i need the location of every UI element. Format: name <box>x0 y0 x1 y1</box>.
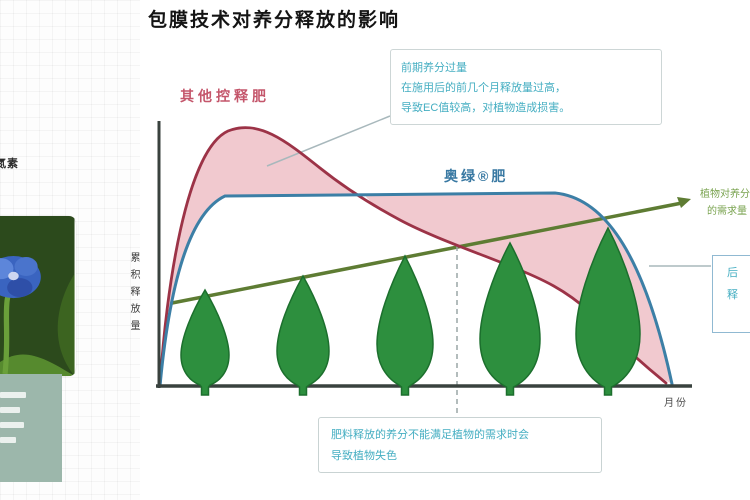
caption-text-bar <box>0 407 20 413</box>
note-line: 前期养分过量 <box>401 62 467 74</box>
plant-photo-card <box>0 216 76 376</box>
pink-area-late <box>365 193 672 384</box>
note-line: 在施用后的前几个月释放量过高， <box>401 82 566 94</box>
red-series-label: 其他控释肥 <box>180 88 270 104</box>
note-late-release: 后 释 <box>712 255 750 333</box>
demand-line-label-line2: 的需求量 <box>707 206 747 217</box>
caption-text-bar <box>0 437 16 443</box>
note-line: 释 <box>727 289 738 301</box>
note-line: 后 <box>727 267 738 279</box>
teal-caption-block <box>0 374 62 482</box>
tree-icon <box>180 288 230 396</box>
tree-icon <box>575 226 641 396</box>
tree-icon <box>479 241 541 396</box>
demand-line-arrow-icon <box>677 197 691 208</box>
x-axis-label: 月份 <box>664 398 688 409</box>
demand-line-label: 植物对养分 的需求量 <box>700 186 750 220</box>
caption-text-bar <box>0 422 24 428</box>
plant-photo <box>0 216 75 376</box>
pink-area-early <box>160 127 365 387</box>
demand-line <box>171 201 683 305</box>
sidebar-text-fragment: 氮素 <box>0 158 19 170</box>
leader-line-top-note <box>266 115 391 167</box>
blue-curve <box>158 191 674 388</box>
chart-title: 包膜技术对养分释放的影响 <box>148 10 401 31</box>
demand-line-label-line1: 植物对养分 <box>700 189 750 200</box>
y-axis-label: 累积释放量 <box>128 252 139 337</box>
tree-icon <box>376 254 434 396</box>
note-line: 肥料释放的养分不能满足植物的需求时会 <box>331 429 529 441</box>
note-deficit: 肥料释放的养分不能满足植物的需求时会 导致植物失色 <box>318 417 602 473</box>
sidebar-thumbnail-strip: 氮素 <box>0 0 140 500</box>
blue-series-label: 奥绿®肥 <box>444 168 509 184</box>
caption-text-bar <box>0 392 26 398</box>
tree-row <box>180 226 641 396</box>
note-early-overdose: 前期养分过量 在施用后的前几个月释放量过高， 导致EC值较高，对植物造成损害。 <box>390 49 662 125</box>
tree-icon <box>276 274 330 396</box>
note-line: 导致EC值较高，对植物造成损害。 <box>401 102 571 114</box>
note-line: 导致植物失色 <box>331 450 397 462</box>
